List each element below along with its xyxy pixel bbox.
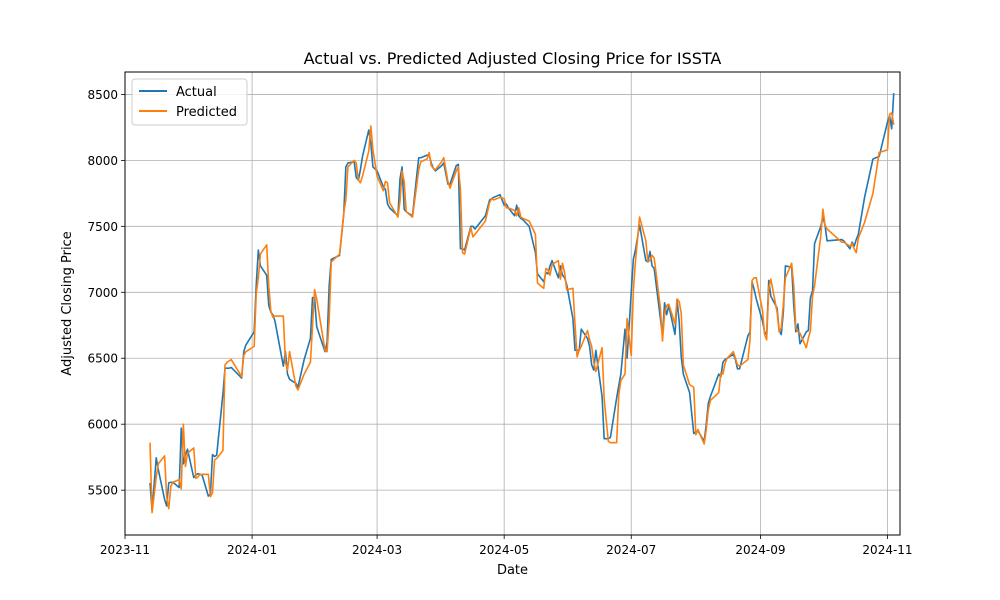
y-tick-label: 8500 (87, 88, 118, 102)
series-line-predicted (149, 112, 895, 514)
y-tick-label: 7000 (87, 286, 118, 300)
x-tick-label: 2024-11 (862, 543, 912, 557)
chart-title: Actual vs. Predicted Adjusted Closing Pr… (304, 49, 722, 68)
x-axis-label: Date (497, 563, 528, 578)
x-tick-label: 2024-05 (479, 543, 529, 557)
y-tick-label: 5500 (87, 484, 118, 498)
y-tick-label: 6500 (87, 352, 118, 366)
x-tick-label: 2024-01 (227, 543, 277, 557)
x-tick-label: 2024-07 (606, 543, 656, 557)
axis-ticks: 2023-11 2024-01 2024-03 2024-05 2024-07 2024-… (87, 88, 912, 557)
legend-label-actual: Actual (176, 85, 217, 100)
y-tick-label: 6000 (87, 418, 118, 432)
series-layer (149, 93, 895, 514)
x-tick-label: 2023-11 (100, 543, 150, 557)
series-line-actual (149, 93, 895, 512)
y-tick-label: 7500 (87, 220, 118, 234)
plot-frame (124, 71, 901, 536)
legend: Actual Predicted (131, 78, 248, 126)
x-tick-label: 2024-09 (735, 543, 785, 557)
x-tick-label: 2024-03 (352, 543, 402, 557)
y-tick-label: 8000 (87, 154, 118, 168)
legend-label-predicted: Predicted (176, 105, 237, 120)
y-axis-label: Adjusted Closing Price (60, 231, 75, 375)
